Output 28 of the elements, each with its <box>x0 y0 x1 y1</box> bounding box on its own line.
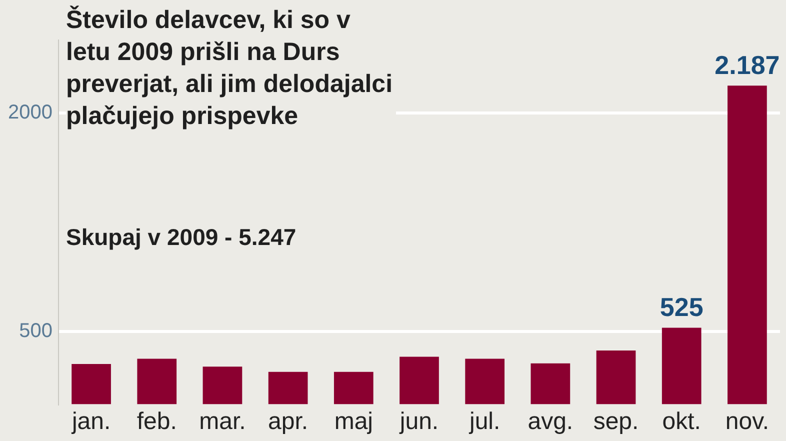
bar <box>202 366 242 404</box>
x-tick-label: nov. <box>725 408 769 436</box>
x-tick-label: jan. <box>70 408 111 436</box>
bar <box>137 358 177 404</box>
x-tick-label: jul. <box>468 408 500 436</box>
x-tick-label: apr. <box>268 408 308 436</box>
bar <box>268 372 308 404</box>
y-tick-label: 2000 <box>8 101 52 124</box>
bar <box>728 86 767 404</box>
bar <box>662 328 702 404</box>
x-tick-label: avg. <box>528 408 574 436</box>
text: Skupaj v 2009 - 5.247 <box>66 224 296 251</box>
x-tick-label: jun. <box>398 408 439 436</box>
data-label: 2.187 <box>714 50 780 80</box>
bar <box>596 350 636 404</box>
y-tick-label: 500 <box>19 320 52 342</box>
bar <box>72 364 111 404</box>
x-tick-label: mar. <box>199 408 246 436</box>
bar <box>530 363 570 404</box>
data-label: 525 <box>660 292 704 322</box>
bar <box>465 358 505 404</box>
x-tick-label: sep. <box>593 408 639 436</box>
bar <box>334 372 374 404</box>
bar <box>400 356 439 404</box>
x-tick-label: maj <box>334 408 373 436</box>
text: Število delavcev, ki so v letu 2009 prišli na Durs preverjat, ali jim delodajalci plačujejo prispevke <box>66 4 396 132</box>
x-tick-label: okt. <box>662 408 701 436</box>
x-tick-label: feb. <box>136 408 177 436</box>
